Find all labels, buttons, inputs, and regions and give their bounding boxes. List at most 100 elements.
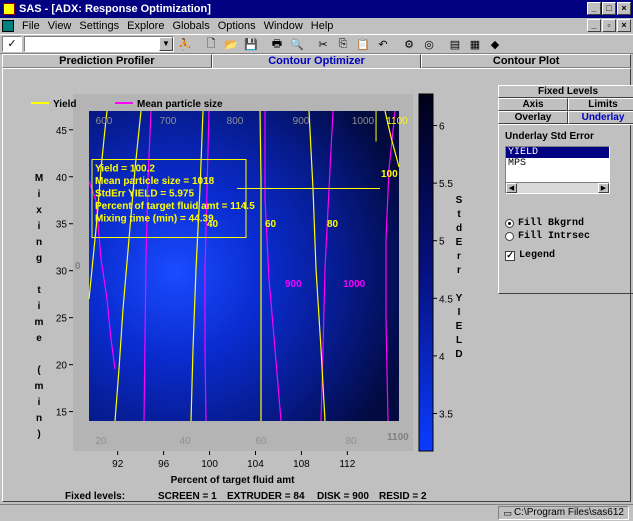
legend-mps-label: Mean particle size — [137, 99, 223, 110]
paste-icon[interactable]: 📋 — [356, 38, 370, 51]
y-axis-label-char: i — [38, 221, 41, 232]
listbox-scrollbar[interactable]: ◀ ▶ — [506, 182, 609, 193]
cut-icon[interactable]: ✂ — [318, 38, 328, 51]
menu-window[interactable]: Window — [263, 20, 303, 32]
yield-bottom-label: 80 — [345, 436, 357, 447]
maximize-button[interactable]: □ — [602, 2, 616, 15]
minimize-button[interactable]: _ — [587, 2, 601, 15]
y-tick-label: 20 — [56, 361, 68, 372]
tab-overlay[interactable]: Overlay — [498, 111, 568, 124]
open-folder-icon[interactable]: 📂 — [224, 38, 238, 51]
yield-contour-line — [308, 110, 326, 422]
contour-chart[interactable]: Yield Mean particle size 0 40 60 80 100 900 1000… — [3, 69, 498, 503]
tab-limits[interactable]: Limits — [568, 98, 633, 111]
y-tick-label: 30 — [56, 267, 68, 278]
content-area: Yield Mean particle size 0 40 60 80 100 900 1000… — [2, 68, 633, 503]
scroll-right-icon[interactable]: ▶ — [598, 183, 609, 193]
colorbar-tick-label: 5.5 — [439, 179, 453, 190]
crosshair-readout-line: Mean particle size = 1018 — [95, 176, 215, 187]
run-icon[interactable]: ⛹ — [178, 38, 192, 51]
fill-bkgrnd-option[interactable]: Fill Bkgrnd — [505, 218, 631, 229]
menu-explore[interactable]: Explore — [127, 20, 165, 32]
tab-fixed-levels[interactable]: Fixed Levels — [498, 85, 633, 98]
doc-minimize-button[interactable]: _ — [587, 19, 601, 32]
radio-fill-intrsec[interactable] — [505, 232, 514, 241]
status-path: ▭ C:\Program Files\sas612 — [498, 506, 629, 520]
scroll-left-icon[interactable]: ◀ — [506, 183, 517, 193]
menu-options[interactable]: Options — [217, 20, 256, 32]
legend-yield-label: Yield — [53, 99, 77, 110]
doc-restore-button[interactable]: ▫ — [602, 19, 616, 32]
crosshair-readout-line: Mixing time (min) = 44.39 — [95, 214, 214, 225]
y-axis-label-char: ) — [37, 429, 40, 440]
colorbar-label-char: I — [458, 307, 461, 318]
list-item-yield[interactable]: YIELD — [506, 147, 609, 158]
save-icon[interactable]: 💾 — [244, 38, 258, 51]
explorer-icon[interactable]: ⚙ — [404, 38, 414, 51]
tab-contour-plot[interactable]: Contour Plot — [421, 54, 632, 68]
status-bar: ▭ C:\Program Files\sas612 — [0, 504, 633, 521]
menu-view[interactable]: View — [47, 20, 72, 32]
response-listbox[interactable]: YIELD MPS ◀ ▶ — [505, 146, 610, 194]
globe-icon[interactable]: ◎ — [424, 38, 434, 51]
command-combo[interactable]: ▼ — [24, 36, 174, 52]
y-tick-label: 40 — [56, 173, 68, 184]
x-axis-label: Percent of target fluid amt — [171, 475, 296, 486]
colorbar-label-char: D — [455, 349, 462, 360]
print-icon[interactable]: 🖶 — [271, 37, 283, 50]
close-button[interactable]: × — [617, 2, 631, 15]
colorbar-tick-label: 4.5 — [439, 294, 453, 305]
fixed-level-value: EXTRUDER = 84 — [227, 491, 305, 502]
chevron-down-icon[interactable]: ▼ — [159, 37, 173, 51]
copy-icon[interactable]: ⎘ — [338, 37, 348, 50]
settings-panel: Fixed Levels Axis Limits Overlay Underla… — [498, 85, 633, 295]
colorbar-label-char: r — [457, 251, 461, 262]
yield-bottom-label: 40 — [179, 436, 191, 447]
y-tick-label: 25 — [56, 314, 68, 325]
y-axis-label-char: x — [36, 205, 42, 216]
radio-fill-bkgrnd[interactable] — [505, 219, 514, 228]
tab-contour-optimizer[interactable]: Contour Optimizer — [211, 54, 422, 68]
legend-checkbox[interactable]: ✓ — [505, 250, 515, 261]
tab-underlay[interactable]: Underlay — [568, 111, 633, 124]
y-axis-label-char: n — [36, 413, 42, 424]
y-axis-label-char: m — [35, 317, 44, 328]
print-preview-icon[interactable]: 🔍 — [290, 38, 304, 51]
underlay-title: Underlay Std Error — [505, 131, 594, 142]
command-check-box[interactable]: ✓ — [2, 36, 22, 52]
y-axis-label-char: e — [36, 333, 42, 344]
new-file-icon[interactable]: 🗋 — [206, 37, 216, 50]
colorbar-tick-label: 4 — [439, 352, 445, 363]
fill-intrsec-option[interactable]: Fill Intrsec — [505, 231, 631, 242]
yield-contour-label: 40 — [207, 219, 219, 230]
tab-prediction-profiler[interactable]: Prediction Profiler — [2, 54, 212, 68]
mps-top-label: 700 — [160, 116, 177, 127]
list-item-mps[interactable]: MPS — [508, 158, 527, 169]
library-icon[interactable]: ▤ — [449, 38, 461, 51]
y-axis-label-char: M — [35, 173, 43, 184]
toolbar: ✓ ▼ ⛹ 🗋 📂 💾 🖶 🔍 ✂ ⎘ 📋 ↶ ⚙ ◎ ▤ ▦ ◆ — [0, 34, 633, 54]
legend-option[interactable]: ✓ Legend — [505, 250, 631, 261]
menu-settings[interactable]: Settings — [79, 20, 120, 32]
yield-bottom-label: 20 — [95, 436, 107, 447]
colorbar-label-char: t — [457, 209, 461, 220]
results-icon[interactable]: ▦ — [469, 38, 481, 51]
mps-contour-line — [264, 111, 282, 422]
stderr-underlay — [89, 111, 399, 421]
menu-help[interactable]: Help — [310, 20, 334, 32]
menu-file[interactable]: File — [22, 20, 40, 32]
y-tick-label: 15 — [56, 408, 68, 419]
y-axis-label-char: ( — [37, 365, 41, 376]
y-axis-label-char: i — [38, 301, 41, 312]
mps-top-label: 600 — [96, 116, 113, 127]
colorbar-label-char: r — [457, 265, 461, 276]
tab-axis[interactable]: Axis — [498, 98, 568, 111]
x-tick-label: 96 — [158, 459, 170, 470]
menu-globals[interactable]: Globals — [172, 20, 210, 32]
help-icon[interactable]: ◆ — [490, 38, 500, 51]
y-axis-label-char: g — [36, 253, 42, 264]
mps-top-label: 800 — [227, 116, 244, 127]
undo-icon[interactable]: ↶ — [378, 38, 388, 51]
mps-contour-line — [143, 110, 152, 422]
doc-close-button[interactable]: × — [617, 19, 631, 32]
